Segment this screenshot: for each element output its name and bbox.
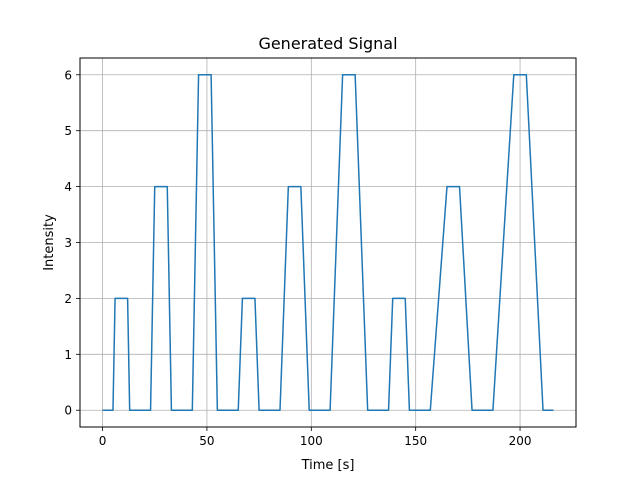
y-tick-label: 0 bbox=[64, 404, 72, 418]
y-tick-label: 4 bbox=[64, 180, 72, 194]
y-axis-label: Intensity bbox=[42, 214, 57, 271]
x-tick-label: 0 bbox=[99, 434, 107, 448]
x-axis-label: Time [s] bbox=[301, 458, 355, 473]
y-tick-label: 5 bbox=[64, 124, 72, 138]
plot-area bbox=[102, 74, 554, 411]
y-tick-label: 2 bbox=[64, 292, 72, 306]
chart-title: Generated Signal bbox=[258, 34, 397, 53]
y-tick-label: 3 bbox=[64, 236, 72, 250]
x-axis-ticks: 0 50 100 150 200 bbox=[99, 427, 532, 448]
y-tick-label: 1 bbox=[64, 348, 72, 362]
y-tick-label: 6 bbox=[64, 68, 72, 82]
y-axis-ticks: 0 1 2 3 4 5 6 bbox=[64, 68, 80, 418]
x-tick-label: 50 bbox=[199, 434, 214, 448]
signal-line bbox=[102, 74, 554, 411]
x-tick-label: 150 bbox=[404, 434, 427, 448]
x-tick-label: 100 bbox=[300, 434, 323, 448]
x-tick-label: 200 bbox=[509, 434, 532, 448]
